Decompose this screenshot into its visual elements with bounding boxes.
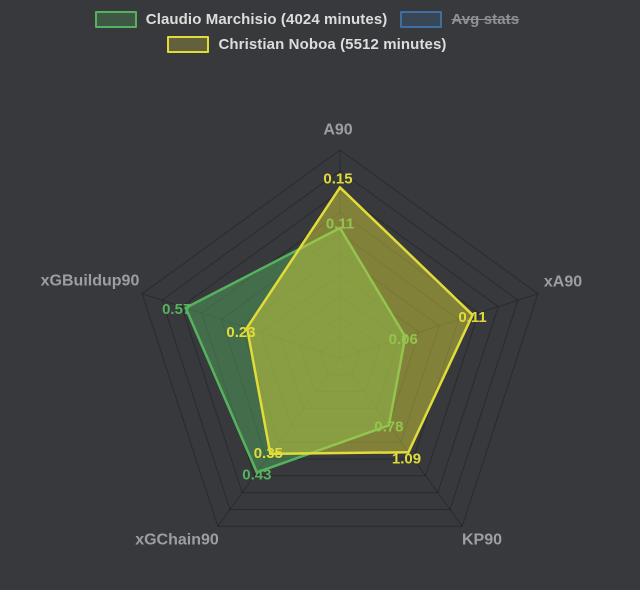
legend-row-1: Claudio Marchisio (4024 minutes) Avg sta… [94,11,519,28]
legend-label-marchisio: Claudio Marchisio (4024 minutes) [145,11,388,28]
legend-swatch-noboa [167,36,210,53]
grid-ring [260,274,420,426]
value-label-KP90: 0.78 [374,419,403,436]
legend-item-marchisio[interactable]: Claudio Marchisio (4024 minutes) [94,11,388,28]
grid-ring [200,211,480,477]
legend-row-2: Christian Noboa (5512 minutes) [167,36,446,53]
series-polygon [184,226,407,474]
grid [141,149,539,527]
value-label-A90: 0.11 [326,215,354,232]
legend-label-avg-stats: Avg stats [451,11,520,28]
axis-label-KP90: KP90 [462,532,502,549]
value-label-xGChain90: 0.35 [254,445,283,462]
grid-ring [181,190,499,494]
grid-spoke [217,357,341,527]
grid-ring [220,232,460,460]
value-label-xGBuildup90: 0.57 [162,301,191,318]
series-christian-noboa: 0.15 0.11 1.09 0.35 0.23 [226,171,486,468]
legend-swatch-marchisio [94,11,137,28]
legend-label-noboa: Christian Noboa (5512 minutes) [218,36,447,53]
series-polygon [245,185,475,456]
grid-ring [161,170,519,510]
value-label-KP90: 1.09 [392,450,421,467]
series-claudio-marchisio: 0.11 0.06 0.78 0.43 0.57 [162,215,418,483]
axis-label-xGChain90: xGChain90 [135,532,219,549]
value-label-xGBuildup90: 0.23 [226,324,255,341]
grid-spoke [339,357,463,527]
value-label-xA90: 0.11 [458,309,486,326]
legend-swatch-avg-stats [400,11,443,28]
grid-ring [299,315,381,393]
value-label-xGChain90: 0.43 [242,467,271,484]
legend-item-noboa[interactable]: Christian Noboa (5512 minutes) [167,36,446,53]
grid-ring [141,149,539,527]
grid-ring [319,336,361,376]
grid-spoke [142,293,341,359]
value-label-xA90: 0.06 [389,331,418,348]
grid-spoke [339,293,538,359]
axis-label-A90: A90 [323,122,352,139]
axis-label-xGBuildup90: xGBuildup90 [41,273,140,290]
legend-item-avg-stats[interactable]: Avg stats [400,11,519,28]
value-label-A90: 0.15 [323,171,352,188]
legend: Claudio Marchisio (4024 minutes) Avg sta… [0,11,640,53]
axis-label-xA90: xA90 [544,274,582,291]
grid-ring [280,294,400,409]
